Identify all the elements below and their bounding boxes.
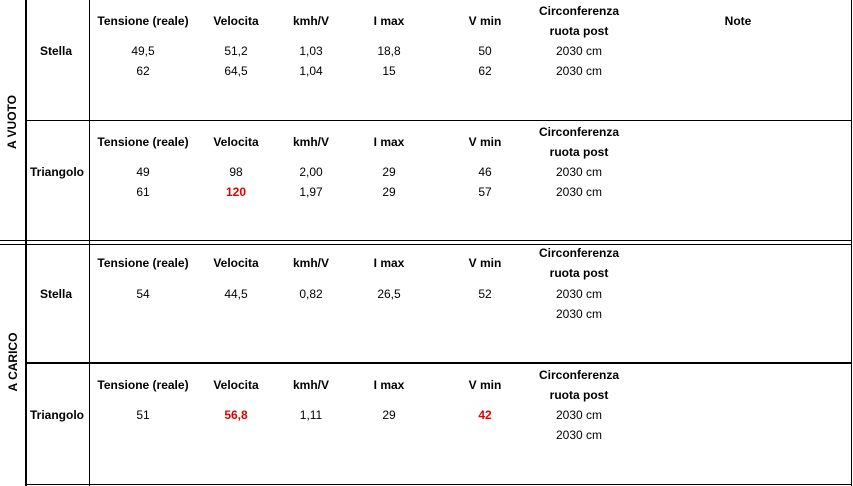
cell-kmhv: 1,04 [299,64,323,78]
cell-tensione: 62 [136,64,150,78]
row-label-triangolo: Triangolo [30,165,84,179]
row-label-stella: Stella [40,287,73,301]
cell-circ: 2030 cm [555,287,603,301]
bottom-border [25,484,852,485]
row-label-stella: Stella [40,44,73,58]
header-velocita: Velocita [213,378,259,392]
header-kmhv: kmh/V [292,135,329,149]
header-kmhv: kmh/V [292,14,329,28]
cell-vmin: 57 [478,185,492,199]
cell-tensione: 61 [136,185,150,199]
header-imax: I max [373,378,405,392]
cell-circ: 2030 cm [555,307,603,321]
cell-circ: 2030 cm [555,408,603,422]
cell-tensione: 54 [136,287,150,301]
header-circ-line1: Circonferenza [538,125,620,139]
divider-vuoto-stella-triangolo [25,120,852,121]
cell-velocita-highlight: 120 [225,185,247,199]
header-velocita: Velocita [213,256,259,270]
header-circ-line1: Circonferenza [538,368,620,382]
cell-velocita: 98 [229,165,243,179]
header-vmin: V min [468,14,502,28]
left-border [25,0,27,486]
cell-imax: 26,5 [377,287,401,301]
header-circ-line1: Circonferenza [538,4,620,18]
header-imax: I max [373,14,405,28]
cell-kmhv: 1,97 [299,185,323,199]
header-velocita: Velocita [213,135,259,149]
header-vmin: V min [468,256,502,270]
header-circ-line2: ruota post [549,266,609,280]
header-circ-line1: Circonferenza [538,246,620,260]
header-kmhv: kmh/V [292,378,329,392]
header-note: Note [724,14,752,28]
cell-velocita: 51,2 [224,44,248,58]
header-circ-line2: ruota post [549,388,609,402]
cell-tensione: 49 [136,165,150,179]
group-label-carico: A CARICO [6,332,20,392]
cell-velocita-highlight: 56,8 [224,408,248,422]
row-label-triangolo: Triangolo [30,408,84,422]
header-imax: I max [373,256,405,270]
header-circ-line2: ruota post [549,24,609,38]
header-imax: I max [373,135,405,149]
cell-vmin: 52 [478,287,492,301]
cell-kmhv: 1,11 [299,408,323,422]
cell-imax: 29 [382,408,396,422]
cell-vmin-highlight: 42 [478,408,492,422]
header-circ-line2: ruota post [549,145,609,159]
header-tensione: Tensione (reale) [97,378,189,392]
header-vmin: V min [468,378,502,392]
cell-velocita: 64,5 [224,64,248,78]
cell-imax: 29 [382,165,396,179]
cell-circ: 2030 cm [555,428,603,442]
header-kmhv: kmh/V [292,256,329,270]
cell-kmhv: 2,00 [299,165,323,179]
cell-vmin: 62 [478,64,492,78]
cell-circ: 2030 cm [555,44,603,58]
cell-kmhv: 0,82 [299,287,323,301]
cell-circ: 2030 cm [555,64,603,78]
right-border [851,0,852,486]
cell-circ: 2030 cm [555,165,603,179]
header-tensione: Tensione (reale) [97,135,189,149]
header-tensione: Tensione (reale) [97,14,189,28]
header-vmin: V min [468,135,502,149]
cell-tensione: 49,5 [131,44,155,58]
divider-carico-stella-triangolo [25,362,852,364]
cell-imax: 18,8 [377,44,401,58]
cell-vmin: 50 [478,44,492,58]
cell-imax: 29 [382,185,396,199]
cell-imax: 15 [382,64,396,78]
cell-kmhv: 1,03 [299,44,323,58]
cell-tensione: 51 [136,408,150,422]
header-velocita: Velocita [213,14,259,28]
cell-velocita: 44,5 [224,287,248,301]
divider-group-top [0,240,852,241]
divider-group-bottom [0,244,852,245]
cell-circ: 2030 cm [555,185,603,199]
label-column-divider [89,0,90,486]
header-tensione: Tensione (reale) [97,256,189,270]
group-label-vuoto: A VUOTO [5,95,19,150]
cell-vmin: 46 [478,165,492,179]
